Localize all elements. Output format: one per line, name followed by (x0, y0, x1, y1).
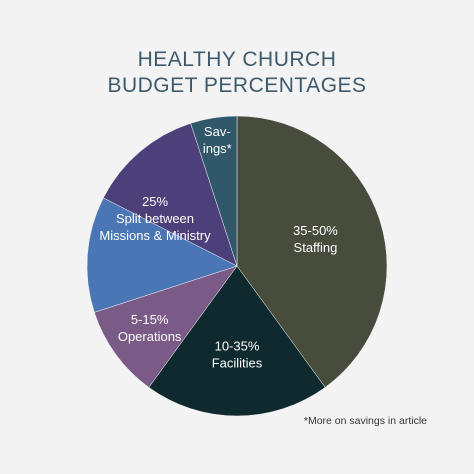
slice-label: 10-35% Facilities (212, 339, 263, 371)
pie-slice (86, 197, 238, 313)
pie-slice (94, 265, 238, 388)
slice-label: Sav-ings* (203, 124, 232, 156)
chart-title: HEALTHY CHURCH BUDGET PERCENTAGES (107, 48, 366, 97)
pie-slice (236, 115, 388, 388)
slice-label: 35-50% Staffing (293, 223, 338, 255)
pie-slice (190, 115, 238, 267)
footnote: *More on savings in article (304, 415, 427, 427)
annotation: 25% Split between Missions & Ministry (99, 194, 211, 243)
pie-slice (103, 123, 238, 267)
slice-label: 5-15% Operations (118, 312, 182, 344)
pie-slice (148, 265, 326, 417)
